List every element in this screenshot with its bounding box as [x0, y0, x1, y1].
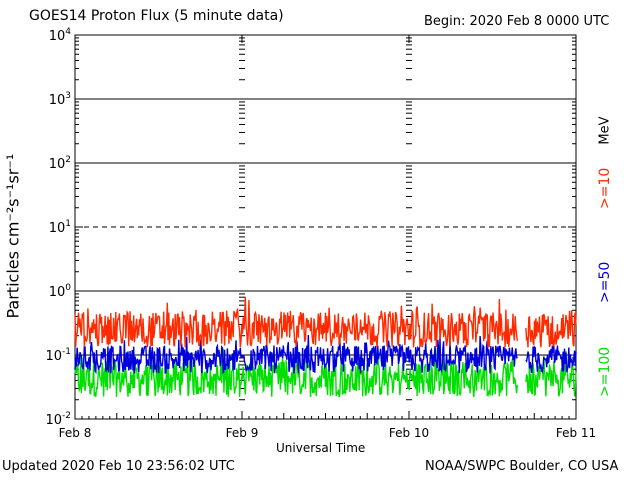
y-tick-label: 10-1: [45, 347, 71, 364]
series-line: [74, 334, 577, 375]
x-axis-label: Universal Time: [276, 441, 366, 455]
series-line: [74, 296, 577, 348]
updated-timestamp: Updated 2020 Feb 10 23:56:02 UTC: [2, 459, 235, 474]
chart-title: GOES14 Proton Flux (5 minute data): [29, 8, 284, 24]
credit-label: NOAA/SWPC Boulder, CO USA: [425, 459, 619, 474]
begin-time-label: Begin: 2020 Feb 8 0000 UTC: [424, 14, 610, 29]
x-tick-label: Feb 9: [226, 426, 259, 440]
y-tick-label: 103: [49, 91, 71, 108]
y-tick-label: 100: [49, 283, 72, 300]
series-line: [74, 347, 577, 398]
x-tick-label: Feb 8: [59, 426, 92, 440]
y-tick-label: 104: [49, 27, 72, 44]
x-tick-label: Feb 11: [556, 426, 596, 440]
y-tick-label: 101: [49, 219, 71, 236]
x-tick-label: Feb 10: [389, 426, 429, 440]
y-tick-label: 10-2: [45, 411, 71, 428]
y-tick-label: 102: [49, 155, 71, 172]
